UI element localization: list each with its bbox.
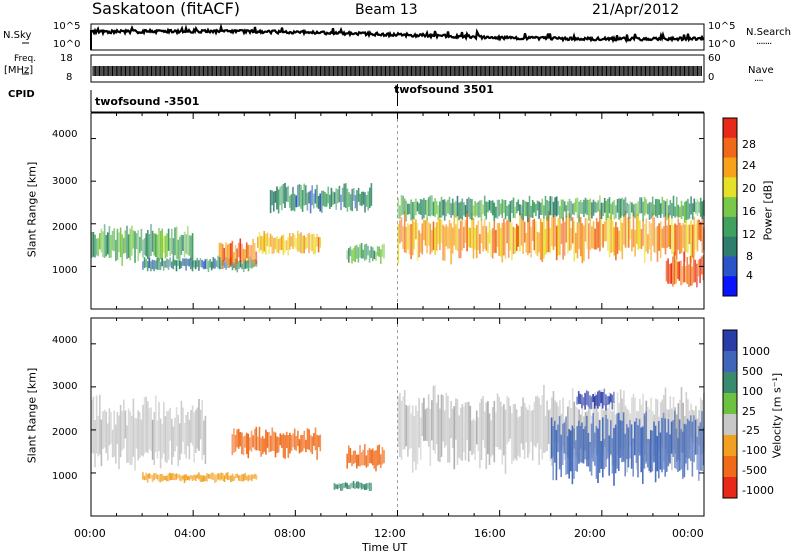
station-title: Saskatoon (fitACF)	[92, 0, 241, 18]
power-colorbar-segment	[723, 197, 737, 218]
xtick-0000: 00:00	[74, 527, 106, 540]
velocity-colorbar-segment	[723, 330, 737, 352]
power-colorbar-segment	[723, 216, 737, 238]
power-echo-band-8	[665, 251, 705, 288]
sky-left-label: N.Sky	[3, 30, 32, 41]
power-echo-band-3	[257, 230, 321, 256]
power-cbar-tick-16: 16	[742, 205, 756, 218]
velocity-ytick-1000: 1000	[52, 471, 78, 482]
colorbars	[722, 117, 738, 499]
power-cbar-tick-28: 28	[742, 138, 756, 151]
velocity-ytick-3000: 3000	[52, 381, 78, 392]
velocity-colorbar-frame	[722, 329, 738, 499]
freq-panel-frame	[90, 54, 705, 83]
power-echo-band-4	[269, 182, 373, 214]
sky-left-tick-top: 10^5	[53, 21, 81, 32]
power-colorbar-segment	[723, 157, 737, 178]
sky-noise-trace	[90, 22, 705, 44]
power-colorbar-segment	[723, 177, 737, 198]
cpid-segment-2: twofsound 3501	[394, 83, 494, 96]
velocity-echo-band-1	[142, 472, 258, 483]
velocity-colorbar-segment	[723, 372, 737, 394]
vel-cbar-tick-m1000: -1000	[742, 484, 774, 497]
xtick-2400: 00:00	[672, 527, 704, 540]
velocity-ytick-2000: 2000	[52, 427, 78, 438]
vel-cbar-label: Velocity [m s⁻¹]	[770, 372, 784, 459]
echo-bands-layer	[91, 182, 705, 491]
sky-right-label: N.Search	[746, 27, 792, 38]
velocity-colorbar-segment	[723, 393, 737, 415]
power-colorbar-segment	[723, 236, 737, 257]
xtick-0800: 08:00	[274, 527, 306, 540]
power-echo-band-7	[397, 195, 705, 223]
axis-ticks	[90, 113, 705, 516]
freq-right-label: Nave	[748, 65, 774, 76]
xtick-2000: 20:00	[574, 527, 606, 540]
freq-left-label-1: Freq.	[14, 54, 37, 64]
power-ylabel: Slant Range [km]	[25, 161, 39, 258]
vel-cbar-tick-25: 25	[742, 405, 756, 418]
power-ytick-1000: 1000	[52, 265, 78, 276]
xlabel: Time UT	[362, 541, 408, 554]
vel-cbar-tick-500: 500	[742, 365, 763, 378]
freq-left-label-2: [MHz]	[4, 65, 34, 76]
velocity-echo-band-3	[346, 444, 385, 472]
velocity-echo-band-6	[550, 410, 705, 486]
velocity-colorbar-segment	[723, 351, 737, 373]
beam-title: Beam 13	[355, 2, 418, 18]
velocity-ytick-4000: 4000	[52, 335, 78, 346]
velocity-echo-band-7	[576, 388, 615, 411]
top-panels-traces	[22, 22, 705, 113]
cpid-segment-1: twofsound -3501	[95, 95, 200, 108]
power-cbar-tick-4: 4	[746, 269, 753, 282]
sky-right-dots: ·······	[756, 39, 772, 50]
power-cbar-tick-24: 24	[742, 159, 756, 172]
power-echo-band-5	[346, 243, 385, 264]
sky-left-tick-bottom: 10^0	[53, 39, 81, 50]
velocity-echo-band-2	[231, 426, 322, 460]
power-echo-band-0	[91, 224, 194, 267]
power-cbar-tick-12: 12	[742, 228, 756, 241]
power-cbar-tick-8: 8	[746, 250, 753, 263]
sky-right-tick-top: 10^5	[708, 21, 736, 32]
velocity-colorbar-segment	[723, 477, 737, 499]
vel-cbar-tick-1000: 1000	[742, 345, 770, 358]
xtick-1200: 12:00	[374, 527, 406, 540]
power-colorbar-segment	[723, 276, 737, 297]
velocity-echo-band-4	[333, 480, 372, 491]
power-colorbar-segment	[723, 118, 737, 139]
cpid-label: CPID	[8, 89, 35, 100]
freq-left-tick-top: 18	[60, 53, 73, 64]
xtick-0400: 04:00	[174, 527, 206, 540]
power-colorbar-frame	[722, 117, 738, 297]
freq-right-dots: ····	[754, 76, 764, 87]
power-cbar-tick-20: 20	[742, 182, 756, 195]
power-ytick-4000: 4000	[52, 129, 78, 140]
xtick-1600: 16:00	[474, 527, 506, 540]
power-colorbar-segment	[723, 256, 737, 277]
velocity-colorbar-segment	[723, 414, 737, 436]
power-cbar-label: Power [dB]	[761, 180, 775, 241]
velocity-colorbar-segment	[723, 435, 737, 457]
power-echo-band-6	[397, 209, 705, 265]
sky-right-tick-bottom: 10^0	[708, 39, 736, 50]
power-ytick-2000: 2000	[52, 222, 78, 233]
power-echo-band-2	[218, 238, 258, 271]
velocity-colorbar-segment	[723, 456, 737, 478]
freq-right-tick-bottom: 0	[708, 72, 715, 83]
velocity-echo-band-0	[91, 394, 207, 471]
vel-cbar-tick-100: 100	[742, 385, 763, 398]
velocity-ylabel: Slant Range [km]	[25, 367, 39, 464]
vel-cbar-tick-m25: -25	[742, 424, 760, 437]
vel-cbar-tick-m500: -500	[742, 464, 767, 477]
power-ytick-3000: 3000	[52, 176, 78, 187]
vel-cbar-tick-m100: -100	[742, 444, 767, 457]
freq-right-tick-top: 60	[708, 53, 721, 64]
power-colorbar-segment	[723, 137, 737, 158]
date-title: 21/Apr/2012	[592, 2, 680, 18]
freq-left-tick-bottom: 8	[66, 72, 73, 83]
